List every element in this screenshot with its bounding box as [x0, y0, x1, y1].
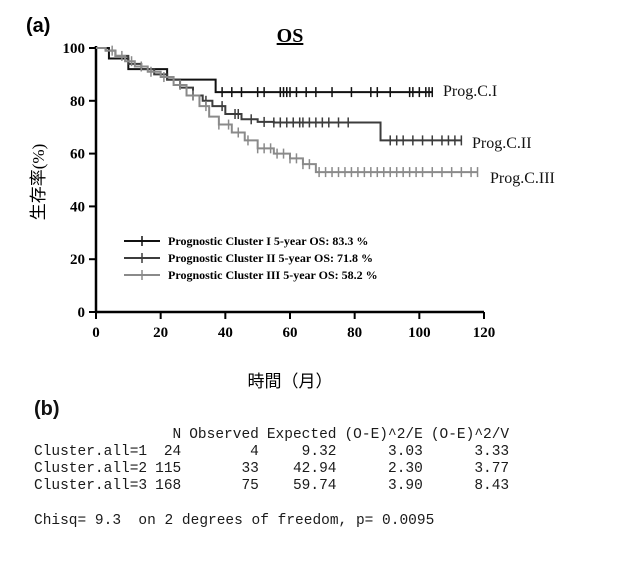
x-axis-label: 時間（月） [248, 372, 333, 391]
table-header-row: NObservedExpected(O-E)^2/E(O-E)^2/V [34, 427, 513, 444]
panel-b-label: (b) [34, 398, 513, 421]
x-tick-label: 0 [92, 325, 100, 341]
table-cell: 2.30 [340, 461, 426, 478]
x-tick-label: 20 [153, 325, 168, 341]
row-name: Cluster.all=1 [34, 444, 151, 461]
logrank-table: NObservedExpected(O-E)^2/E(O-E)^2/V Clus… [34, 427, 513, 495]
y-axis-label: 生存率(%) [29, 144, 48, 220]
legend-label-1: Prognostic Cluster I 5-year OS: 83.3 % [168, 234, 368, 248]
x-tick-label: 40 [218, 325, 233, 341]
table-row: Cluster.all=12449.323.033.33 [34, 444, 513, 461]
km-plot: 0 20 40 60 80 100 0 20 40 60 80 100 120 Prog.C.I Prog.… [63, 41, 555, 341]
table-cell: 75 [185, 478, 263, 495]
table-cell: 42.94 [263, 461, 341, 478]
table-row: Cluster.all=31687559.743.908.43 [34, 478, 513, 495]
x-tick-label: 80 [347, 325, 362, 341]
table-column-header: (O-E)^2/V [427, 427, 513, 444]
panel-b: (b) NObservedExpected(O-E)^2/E(O-E)^2/V … [34, 398, 513, 529]
chisq-line: Chisq= 9.3 on 2 degrees of freedom, p= 0… [34, 513, 513, 529]
km-curve-2 [96, 48, 461, 140]
table-column-header: Expected [263, 427, 341, 444]
table-cell: 115 [151, 461, 185, 478]
y-tick-label: 60 [70, 147, 85, 163]
x-tick-label: 60 [283, 325, 298, 341]
km-curve-3 [96, 48, 478, 172]
row-name: Cluster.all=3 [34, 478, 151, 495]
end-label-2: Prog.C.II [472, 135, 532, 152]
y-tick-label: 40 [70, 199, 85, 215]
table-cell: 168 [151, 478, 185, 495]
table-column-header: Observed [185, 427, 263, 444]
y-tick-label: 80 [70, 94, 85, 110]
table-cell: 33 [185, 461, 263, 478]
legend-label-2: Prognostic Cluster II 5-year OS: 71.8 % [168, 251, 373, 265]
legend-label-3: Prognostic Cluster III 5-year OS: 58.2 % [168, 268, 378, 282]
end-label-1: Prog.C.I [443, 83, 497, 100]
y-tick-label: 100 [63, 41, 86, 57]
x-tick-label: 120 [473, 325, 496, 341]
table-cell: 4 [185, 444, 263, 461]
table-cell: 59.74 [263, 478, 341, 495]
panel-a-label: (a) [26, 15, 50, 37]
table-row: Cluster.all=21153342.942.303.77 [34, 461, 513, 478]
table-cell: 3.33 [427, 444, 513, 461]
chart-title: OS [277, 25, 304, 47]
y-tick-label: 20 [70, 252, 85, 268]
table-corner [34, 427, 151, 444]
table-cell: 8.43 [427, 478, 513, 495]
table-cell: 3.03 [340, 444, 426, 461]
table-cell: 9.32 [263, 444, 341, 461]
x-tick-label: 100 [408, 325, 431, 341]
table-column-header: N [151, 427, 185, 444]
table-cell: 3.90 [340, 478, 426, 495]
row-name: Cluster.all=2 [34, 461, 151, 478]
table-column-header: (O-E)^2/E [340, 427, 426, 444]
legend: Prognostic Cluster I 5-year OS: 83.3 % Pr… [124, 234, 378, 282]
table-cell: 3.77 [427, 461, 513, 478]
end-label-3: Prog.C.III [490, 170, 555, 187]
y-tick-label: 0 [78, 305, 86, 321]
table-cell: 24 [151, 444, 185, 461]
